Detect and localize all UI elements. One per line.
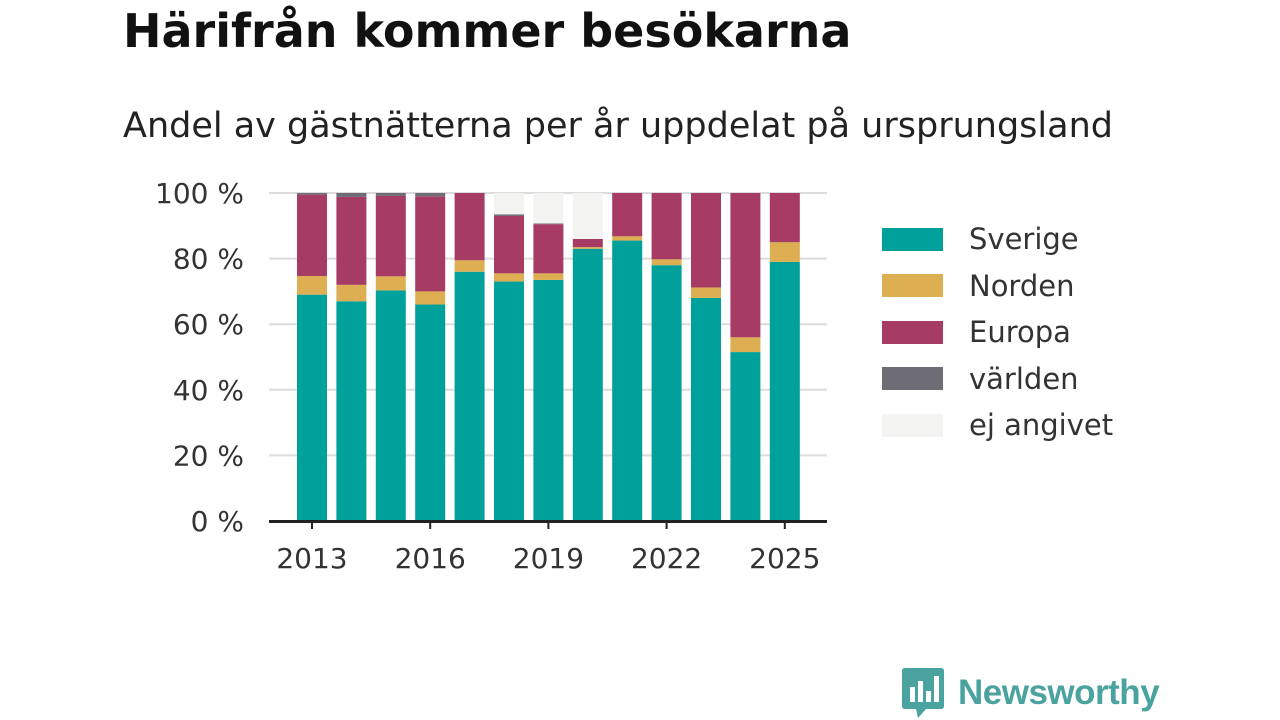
bars <box>297 193 800 521</box>
newsworthy-logo-icon <box>902 668 944 718</box>
bar-segment-norden-2022 <box>651 259 682 266</box>
bar-segment-norden-2016 <box>415 291 446 305</box>
chart-legend: Sverige Norden Europa världen ej angivet <box>882 216 1182 449</box>
bar-segment-sverige-2013 <box>297 294 327 521</box>
legend-item-europa: Europa <box>882 309 1182 356</box>
bar-segment-världen-2015 <box>375 193 406 196</box>
bar-segment-europa-2025 <box>769 193 800 243</box>
bar-segment-sverige-2016 <box>415 304 446 521</box>
bar-segment-europa-2014 <box>336 196 367 285</box>
legend-label-norden: Norden <box>969 268 1075 303</box>
bar-segment-sverige-2018 <box>494 281 524 521</box>
chart-subtitle: Andel av gästnätterna per år uppdelat på… <box>123 106 1113 146</box>
legend-item-världen: världen <box>882 356 1182 403</box>
legend-label-sverige: Sverige <box>969 222 1079 257</box>
bar-segment-sverige-2023 <box>691 297 721 521</box>
legend-swatch-världen <box>882 367 943 391</box>
bar-segment-europa-2023 <box>691 193 721 288</box>
legend-swatch-europa <box>882 320 943 344</box>
bar-segment-norden-2020 <box>572 247 603 249</box>
bar-segment-sverige-2015 <box>375 290 406 521</box>
bar-segment-europa-2024 <box>730 193 761 338</box>
newsworthy-logo-text: Newsworthy <box>958 673 1160 712</box>
bar-segment-europa-2013 <box>297 194 327 276</box>
bar-segment-sverige-2014 <box>336 301 367 521</box>
bar-segment-norden-2021 <box>612 236 643 241</box>
legend-item-sverige: Sverige <box>882 216 1182 263</box>
bar-segment-världen-2014 <box>336 193 367 197</box>
bar-segment-ej-angivet-2019 <box>533 193 564 224</box>
bar-segment-europa-2020 <box>572 238 603 248</box>
bar-segment-norden-2018 <box>494 273 524 282</box>
y-tick-label: 0 % <box>191 505 244 538</box>
bar-segment-norden-2013 <box>297 275 327 295</box>
y-tick-label: 100 % <box>155 177 244 210</box>
bar-segment-sverige-2021 <box>612 240 643 521</box>
bar-segment-sverige-2020 <box>572 248 603 521</box>
bar-segment-världen-2013 <box>297 193 327 195</box>
bar-segment-sverige-2019 <box>533 279 564 521</box>
bar-segment-europa-2019 <box>533 224 564 274</box>
bar-segment-norden-2024 <box>730 337 761 353</box>
legend-item-ej-angivet: ej angivet <box>882 402 1182 449</box>
bar-segment-norden-2017 <box>454 260 485 272</box>
bar-segment-europa-2018 <box>494 215 524 274</box>
y-tick-label: 20 % <box>173 439 244 472</box>
y-tick-label: 40 % <box>173 374 244 407</box>
bar-segment-norden-2023 <box>691 287 721 298</box>
x-tick-label: 2019 <box>513 542 584 575</box>
bar-segment-sverige-2024 <box>730 352 761 521</box>
legend-swatch-sverige <box>882 227 943 251</box>
x-tick-label: 2022 <box>631 542 702 575</box>
x-tick-label: 2025 <box>749 542 820 575</box>
bar-segment-europa-2017 <box>454 193 485 261</box>
chart-title: Härifrån kommer besökarna <box>123 4 852 58</box>
legend-label-världen: världen <box>969 361 1079 396</box>
bar-segment-europa-2022 <box>651 193 682 260</box>
x-tick-label: 2016 <box>395 542 466 575</box>
bar-segment-norden-2025 <box>769 242 800 262</box>
axes: 0 % 20 % 40 % 60 % 80 % 100 % 2013 2016 2019 2022… <box>155 177 827 575</box>
legend-label-europa: Europa <box>969 315 1071 350</box>
bar-segment-norden-2019 <box>533 273 564 280</box>
bar-segment-ej-angivet-2020 <box>572 193 603 239</box>
bar-segment-ej-angivet-2018 <box>494 193 524 215</box>
bar-segment-sverige-2025 <box>769 261 800 521</box>
legend-label-ej-angivet: ej angivet <box>969 408 1114 443</box>
legend-swatch-ej-angivet <box>882 413 943 437</box>
bar-segment-norden-2015 <box>375 276 406 291</box>
bar-segment-europa-2021 <box>612 193 643 237</box>
x-tick-label: 2013 <box>276 542 347 575</box>
bar-segment-norden-2014 <box>336 284 367 302</box>
legend-swatch-norden <box>882 274 943 298</box>
legend-item-norden: Norden <box>882 263 1182 310</box>
bar-segment-världen-2019 <box>533 223 564 225</box>
newsworthy-logo: Newsworthy <box>902 668 1160 718</box>
bar-segment-sverige-2022 <box>651 265 682 521</box>
y-tick-label: 60 % <box>173 308 244 341</box>
bar-segment-sverige-2017 <box>454 271 485 521</box>
bar-segment-europa-2015 <box>375 195 406 277</box>
bar-segment-världen-2016 <box>415 193 446 197</box>
bar-segment-europa-2016 <box>415 196 446 292</box>
bar-segment-världen-2018 <box>494 214 524 216</box>
y-tick-label: 80 % <box>173 243 244 276</box>
